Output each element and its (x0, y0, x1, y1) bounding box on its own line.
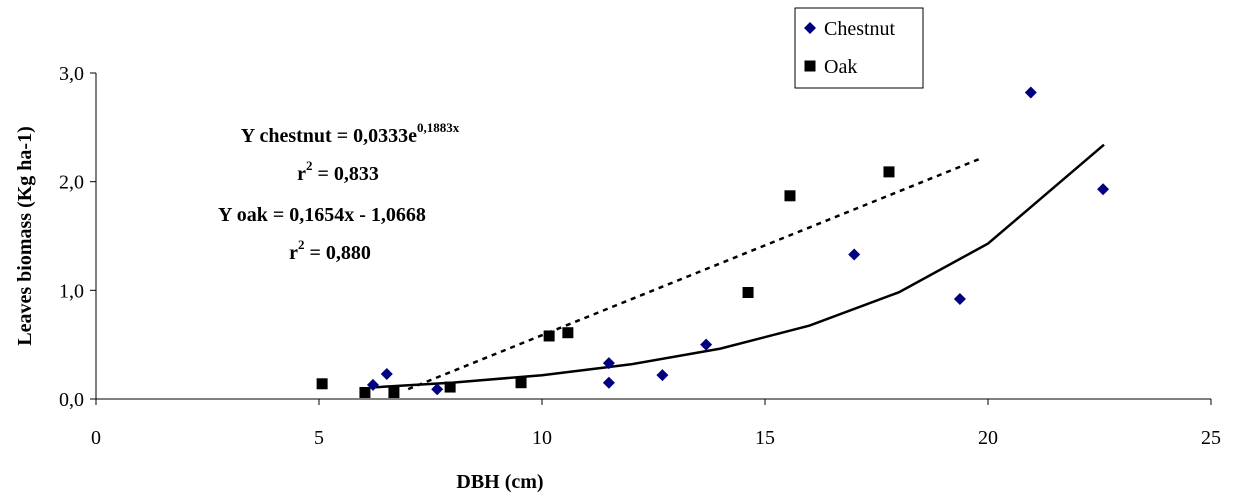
point (742, 287, 754, 299)
annotation-text: Y chestnut = 0,0333e (241, 125, 417, 147)
legend-label: Oak (824, 56, 857, 78)
point (953, 293, 966, 306)
legend-marker (804, 60, 816, 72)
annotation: Y oak = 0,1654x - 1,0668 (218, 204, 426, 226)
point (380, 368, 393, 381)
point (431, 383, 444, 396)
point (515, 377, 527, 389)
y-tick-label: 3,0 (59, 63, 84, 85)
x-tick-label: 15 (755, 427, 775, 449)
legend-marker (804, 22, 816, 34)
trendline (372, 143, 1105, 389)
y-tick-label: 0,0 (59, 389, 84, 411)
point (656, 369, 669, 382)
annotation-text: r (297, 163, 306, 185)
legend-label: Chestnut (824, 18, 896, 40)
legend-box (794, 7, 924, 89)
annotation-sup: 2 (298, 237, 305, 252)
annotation-after: = 0,880 (304, 242, 370, 264)
x-tick-label: 0 (91, 427, 101, 449)
point (316, 378, 328, 390)
y-axis-title: Leaves biomass (Kg ha-1) (14, 126, 36, 345)
x-tick-label: 10 (532, 427, 552, 449)
annotation-text: Y oak = 0,1654x - 1,0668 (218, 204, 426, 226)
point (388, 386, 400, 398)
annotation: r2 = 0,833 (297, 158, 379, 185)
point (444, 381, 456, 393)
y-tick-label: 2,0 (59, 172, 84, 194)
x-tick-label: 5 (314, 427, 324, 449)
point (562, 327, 574, 339)
point (883, 166, 895, 178)
y-tick-label: 1,0 (59, 280, 84, 302)
point (543, 330, 555, 342)
x-tick-label: 20 (978, 427, 998, 449)
point (700, 338, 713, 351)
point (1024, 86, 1037, 99)
point (784, 190, 796, 202)
point (848, 248, 861, 261)
x-axis-title: DBH (cm) (456, 471, 543, 493)
point (602, 357, 615, 370)
point (359, 386, 371, 398)
trendline (407, 157, 980, 391)
point (602, 376, 615, 389)
x-tick-label: 25 (1201, 427, 1221, 449)
annotation: Y chestnut = 0,0333e0,1883x (241, 120, 460, 147)
annotation: r2 = 0,880 (289, 237, 371, 264)
annotation-sup: 0,1883x (417, 120, 460, 135)
annotation-after: = 0,833 (312, 163, 378, 185)
point (1097, 183, 1110, 196)
annotation-sup: 2 (306, 158, 313, 173)
annotation-text: r (289, 242, 298, 264)
